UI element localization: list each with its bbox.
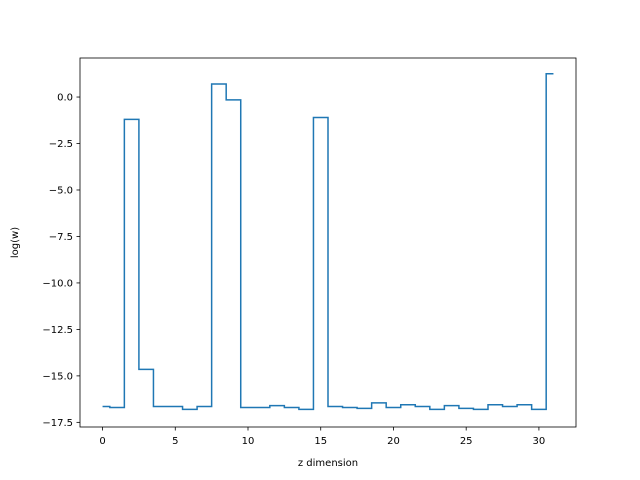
x-tick-label: 5 [172, 436, 178, 447]
x-tick-label: 10 [242, 436, 255, 447]
x-tick-label: 20 [387, 436, 400, 447]
y-tick-label: −17.5 [42, 418, 73, 429]
y-axis-ticks: 0.0 −2.5 −5.0 −7.5 −10.0 −12.5 −15.0 −17.5 [42, 93, 80, 429]
x-axis-ticks: 0 5 10 15 20 25 30 [99, 427, 545, 447]
x-tick-label: 0 [99, 436, 105, 447]
series-line-0 [102, 73, 554, 411]
y-tick-label: −5.0 [49, 186, 73, 197]
y-tick-label: −7.5 [49, 232, 73, 243]
y-tick-label: −2.5 [49, 139, 73, 150]
plot-area [102, 73, 554, 411]
x-tick-label: 25 [460, 436, 473, 447]
y-tick-label: −12.5 [42, 325, 73, 336]
x-tick-label: 15 [314, 436, 327, 447]
y-axis-label: log(w) [10, 227, 21, 258]
y-tick-label: 0.0 [57, 93, 73, 104]
x-tick-label: 30 [533, 436, 546, 447]
x-axis-label: z dimension [298, 458, 358, 469]
axes-frame [79, 57, 577, 428]
y-tick-label: −10.0 [42, 279, 73, 290]
y-tick-label: −15.0 [42, 371, 73, 382]
